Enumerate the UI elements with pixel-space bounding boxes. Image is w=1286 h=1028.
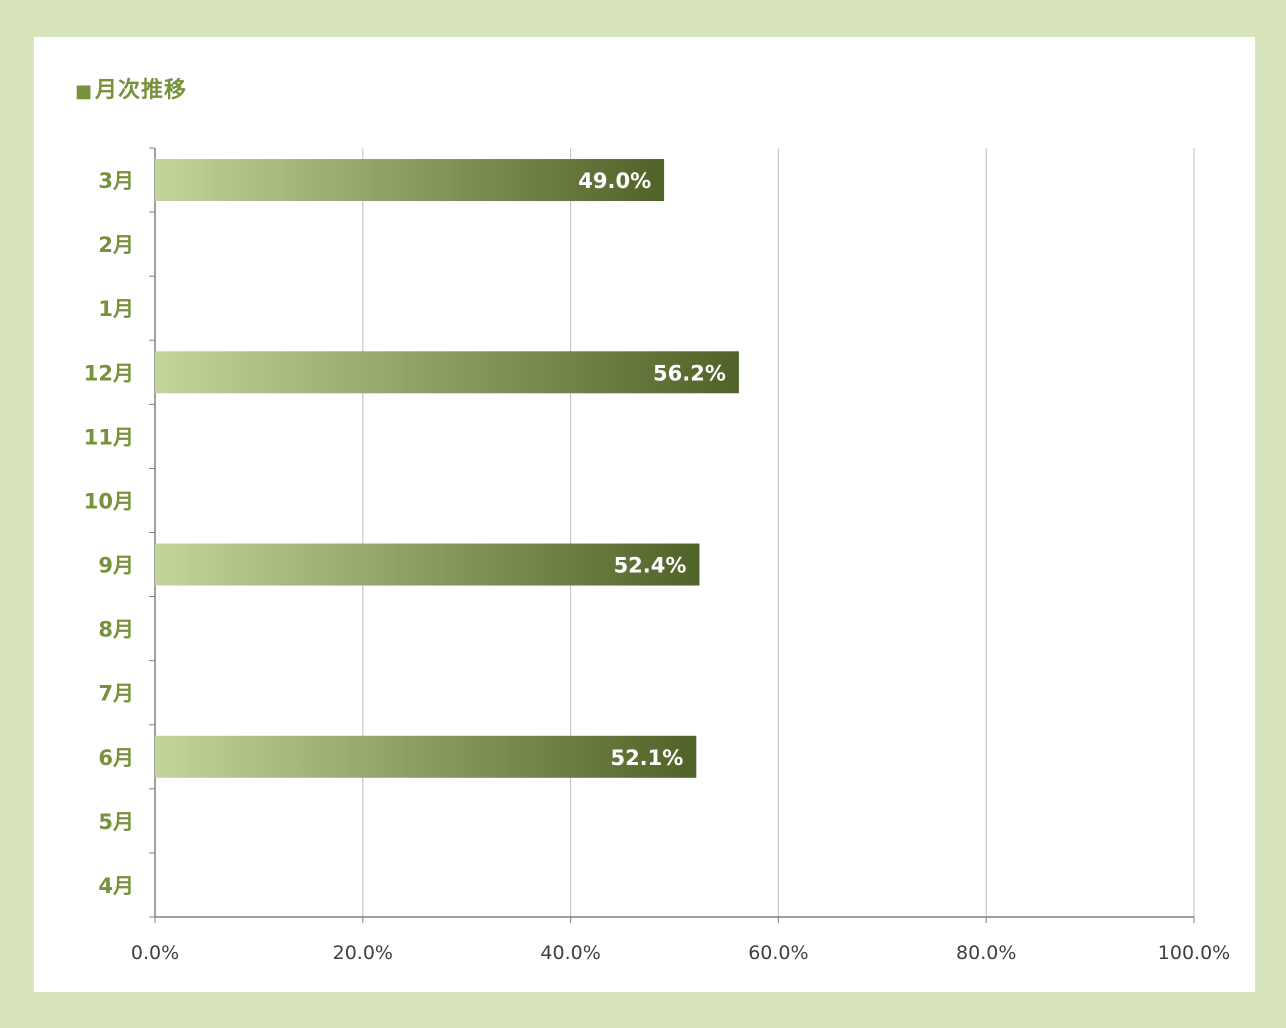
x-tick-label: 0.0% — [131, 942, 179, 964]
x-tick-label: 60.0% — [748, 942, 808, 964]
category-label: 1月 — [98, 297, 134, 321]
category-label: 11月 — [84, 425, 134, 449]
bar — [155, 159, 665, 202]
bar — [155, 543, 700, 586]
category-label: 10月 — [84, 489, 134, 513]
chart-title: ■月次推移 — [75, 72, 187, 104]
category-label: 12月 — [84, 361, 134, 385]
category-label: 3月 — [98, 169, 134, 193]
x-tick-label: 40.0% — [540, 942, 600, 964]
category-label: 9月 — [98, 554, 134, 578]
data-label: 56.2% — [653, 361, 726, 385]
data-label: 52.1% — [610, 746, 683, 770]
category-label: 5月 — [98, 810, 134, 834]
category-label: 7月 — [98, 682, 134, 706]
data-label: 49.0% — [578, 169, 651, 193]
data-label: 52.4% — [614, 554, 687, 578]
x-tick-label: 80.0% — [956, 942, 1016, 964]
bar — [155, 351, 739, 394]
bar — [155, 735, 697, 778]
x-tick-label: 20.0% — [333, 942, 393, 964]
x-tick-label: 100.0% — [1158, 942, 1230, 964]
category-label: 6月 — [98, 746, 134, 770]
title-marker-icon: ■ — [75, 81, 94, 102]
category-label: 2月 — [98, 233, 134, 257]
category-label: 4月 — [98, 874, 134, 898]
chart-title-text: 月次推移 — [95, 78, 188, 103]
category-label: 8月 — [98, 618, 134, 642]
